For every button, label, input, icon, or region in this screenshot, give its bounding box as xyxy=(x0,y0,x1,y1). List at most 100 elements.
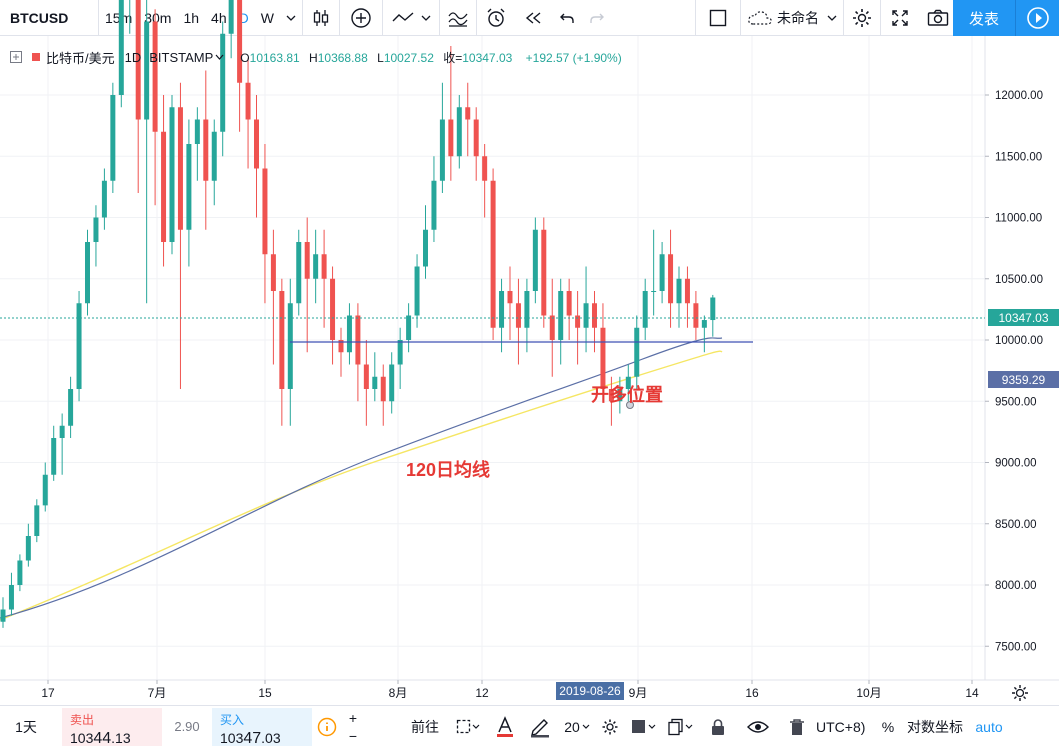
layout-name-button[interactable]: 未命名 xyxy=(741,0,843,36)
chevron-down-icon[interactable] xyxy=(215,54,224,60)
interval-30m-button[interactable]: 30m xyxy=(144,9,172,26)
percent-scale-button[interactable]: % xyxy=(881,718,895,735)
timezone-button[interactable]: UTC+8) xyxy=(816,718,866,735)
play-button[interactable] xyxy=(1015,0,1059,36)
candle-body xyxy=(296,242,302,304)
text-color-button[interactable] xyxy=(488,706,522,748)
legend-exchange: BITSTAMP xyxy=(149,49,214,65)
candle-body xyxy=(701,320,707,328)
symbol-search-button[interactable]: BTCUSD xyxy=(10,9,69,26)
candle-body xyxy=(659,254,665,291)
toolbar-divider xyxy=(475,0,477,36)
fullscreen-frame-button[interactable] xyxy=(696,0,740,36)
interval-15m-button[interactable]: 15m xyxy=(105,9,133,26)
decrease-icon[interactable]: − xyxy=(348,727,358,744)
price-tick-label: 9500.00 xyxy=(995,396,1037,408)
candle-body xyxy=(380,376,386,402)
info-button[interactable] xyxy=(312,706,342,748)
lock-button[interactable] xyxy=(698,706,738,748)
line-width-select[interactable]: 20 xyxy=(558,706,596,748)
price-axis[interactable]: 12000.00 11500.00 11000.00 10500.00 10000.00… xyxy=(984,36,1043,680)
chart-grid xyxy=(0,36,985,680)
font-color-icon xyxy=(497,715,513,737)
candle-body xyxy=(85,242,90,304)
indicators-button[interactable] xyxy=(383,0,439,36)
drawing-overlays xyxy=(0,317,985,409)
settings-button[interactable] xyxy=(844,0,880,36)
buy-price: 10347.03 xyxy=(220,729,281,747)
price-tick-label: 10500.00 xyxy=(995,274,1043,286)
candle-body xyxy=(254,119,259,169)
time-tick-label: 10月 xyxy=(856,686,881,700)
drawing-settings-button[interactable] xyxy=(596,706,624,748)
candle-body xyxy=(668,254,674,304)
candle-body xyxy=(693,303,699,328)
chart-style-button[interactable] xyxy=(303,0,339,36)
bottom-toolbar: 1天 卖出 10344.13 2.90 买入 10347.03 + − 前往 2… xyxy=(0,705,1059,747)
toolbar-divider xyxy=(879,0,881,36)
ma120-line xyxy=(0,337,723,619)
delete-button[interactable] xyxy=(778,706,816,748)
candle-body xyxy=(431,180,437,230)
replay-button[interactable] xyxy=(515,0,551,36)
selection-tool-button[interactable] xyxy=(448,706,488,748)
redo-button[interactable] xyxy=(583,0,611,36)
time-axis[interactable]: 17 7月 15 8月 12 9月 16 10月 14 xyxy=(0,679,1059,701)
candle-body xyxy=(313,254,319,279)
candle-body xyxy=(499,291,505,328)
clone-button[interactable] xyxy=(662,706,698,748)
fullscreen-button[interactable] xyxy=(881,0,919,36)
candle-body xyxy=(389,364,395,402)
candle-body xyxy=(600,327,606,389)
snapshot-button[interactable] xyxy=(919,0,957,36)
buy-button[interactable]: 买入 10347.03 xyxy=(212,707,312,747)
increase-icon[interactable]: + xyxy=(348,709,358,726)
time-tick-label: 14 xyxy=(965,686,979,700)
sell-button[interactable]: 卖出 10344.13 xyxy=(62,707,162,747)
close-value: 10347.03 xyxy=(462,50,513,65)
templates-button[interactable] xyxy=(440,0,476,36)
compare-button[interactable] xyxy=(340,0,382,36)
candle-body xyxy=(161,131,167,242)
chevron-down-icon xyxy=(582,724,590,729)
line-color-button[interactable] xyxy=(522,706,558,748)
rewind-icon xyxy=(525,11,541,24)
log-scale-button[interactable]: 对数坐标 xyxy=(907,718,963,735)
candle-body xyxy=(482,156,488,181)
quantity-stepper[interactable]: + − xyxy=(342,706,364,748)
candle-body xyxy=(634,327,640,377)
interval-dropdown-button[interactable] xyxy=(280,0,302,36)
toolbar-divider xyxy=(98,0,99,36)
time-tick-label: 9月 xyxy=(629,686,648,700)
price-tick-label: 9000.00 xyxy=(995,458,1037,470)
legend-symbol-name[interactable]: 比特币/美元 xyxy=(46,50,115,66)
publish-button[interactable]: 发表 xyxy=(953,0,1015,36)
interval-1h-button[interactable]: 1h xyxy=(183,9,200,26)
layout-name-label: 未命名 xyxy=(776,9,819,26)
collapse-legend-icon[interactable] xyxy=(10,51,22,63)
candle-body xyxy=(68,389,74,426)
candle-body xyxy=(76,303,82,389)
open-value: 10163.81 xyxy=(249,50,300,65)
price-chart[interactable]: 12000.00 11500.00 11000.00 10500.00 10000.00… xyxy=(0,0,1059,705)
crosshair-date-tag: 2019-08-26 xyxy=(556,682,624,700)
interval-d-button[interactable]: D xyxy=(238,9,249,26)
long-position-annotation[interactable]: 开多位置 xyxy=(591,385,663,405)
goto-button[interactable]: 前往 xyxy=(411,718,439,735)
price-tick-label: 11000.00 xyxy=(995,213,1042,225)
visibility-button[interactable] xyxy=(738,706,778,748)
candlestick-series xyxy=(0,0,716,628)
ma-annotation[interactable]: 120日均线 xyxy=(406,460,491,480)
period-button[interactable]: 1天 xyxy=(15,718,37,735)
visual-order-button[interactable] xyxy=(624,706,662,748)
candle-body xyxy=(135,0,141,120)
alert-button[interactable] xyxy=(477,0,515,36)
price-tick-label: 7500.00 xyxy=(995,641,1037,653)
candle-body xyxy=(194,119,200,144)
candle-body xyxy=(279,291,285,389)
undo-button[interactable] xyxy=(551,0,583,36)
auto-scale-button[interactable]: auto xyxy=(975,718,1003,735)
candle-body xyxy=(144,21,150,120)
interval-w-button[interactable]: W xyxy=(260,9,274,26)
time-tick-label: 12 xyxy=(475,686,489,700)
